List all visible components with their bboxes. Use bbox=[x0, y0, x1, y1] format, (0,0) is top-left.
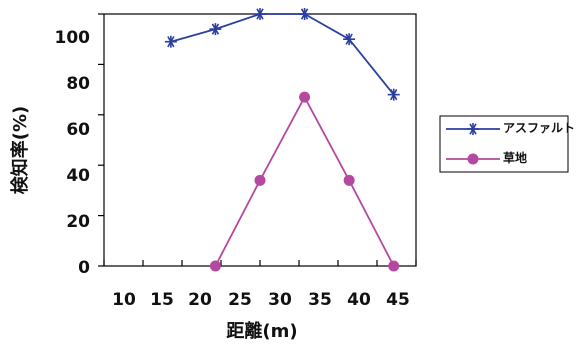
y-tick-label: 60 bbox=[66, 120, 90, 140]
data-point bbox=[209, 23, 222, 36]
data-point bbox=[387, 88, 400, 101]
x-tick-label: 15 bbox=[150, 290, 174, 310]
y-tick-label: 40 bbox=[66, 166, 90, 186]
data-point bbox=[209, 260, 221, 272]
data-point bbox=[254, 8, 266, 20]
series-line-1 bbox=[170, 13, 395, 96]
plot-frame bbox=[103, 13, 417, 267]
y-axis-title: 検知率(%) bbox=[9, 106, 31, 195]
y-tick-label: 0 bbox=[78, 258, 90, 278]
x-axis-title: 距離(m) bbox=[226, 320, 297, 342]
data-point bbox=[298, 8, 311, 20]
x-tick-label: 30 bbox=[268, 290, 292, 310]
legend-box bbox=[439, 115, 569, 173]
x-tick-label: 35 bbox=[308, 290, 332, 310]
y-tick-label: 20 bbox=[66, 212, 90, 232]
x-tick-labels: 10 15 20 25 30 35 40 45 bbox=[112, 290, 410, 310]
data-point bbox=[343, 33, 356, 46]
x-tick-label: 10 bbox=[112, 290, 136, 310]
x-tick-label: 20 bbox=[188, 290, 212, 310]
x-tick-label: 25 bbox=[228, 290, 252, 310]
legend-items bbox=[446, 123, 500, 165]
series-line-2 bbox=[214, 95, 395, 267]
y-tick-labels: 0 20 40 60 80 100 bbox=[55, 28, 91, 278]
data-point bbox=[254, 174, 266, 186]
legend-label-asphalt: アスファルト bbox=[503, 121, 575, 135]
data-point bbox=[299, 91, 311, 103]
y-tick-label: 80 bbox=[66, 74, 90, 94]
y-tick-label: 100 bbox=[55, 28, 91, 48]
legend-marker bbox=[467, 123, 479, 135]
legend: アスファルト 草地 bbox=[439, 115, 575, 173]
x-tick-label: 45 bbox=[386, 290, 410, 310]
data-point bbox=[343, 174, 355, 186]
data-point bbox=[164, 35, 177, 48]
legend-marker bbox=[467, 153, 479, 165]
data-point bbox=[388, 260, 400, 272]
x-tick-label: 40 bbox=[347, 290, 371, 310]
plot-area bbox=[98, 8, 417, 272]
legend-label-grass: 草地 bbox=[503, 150, 527, 165]
